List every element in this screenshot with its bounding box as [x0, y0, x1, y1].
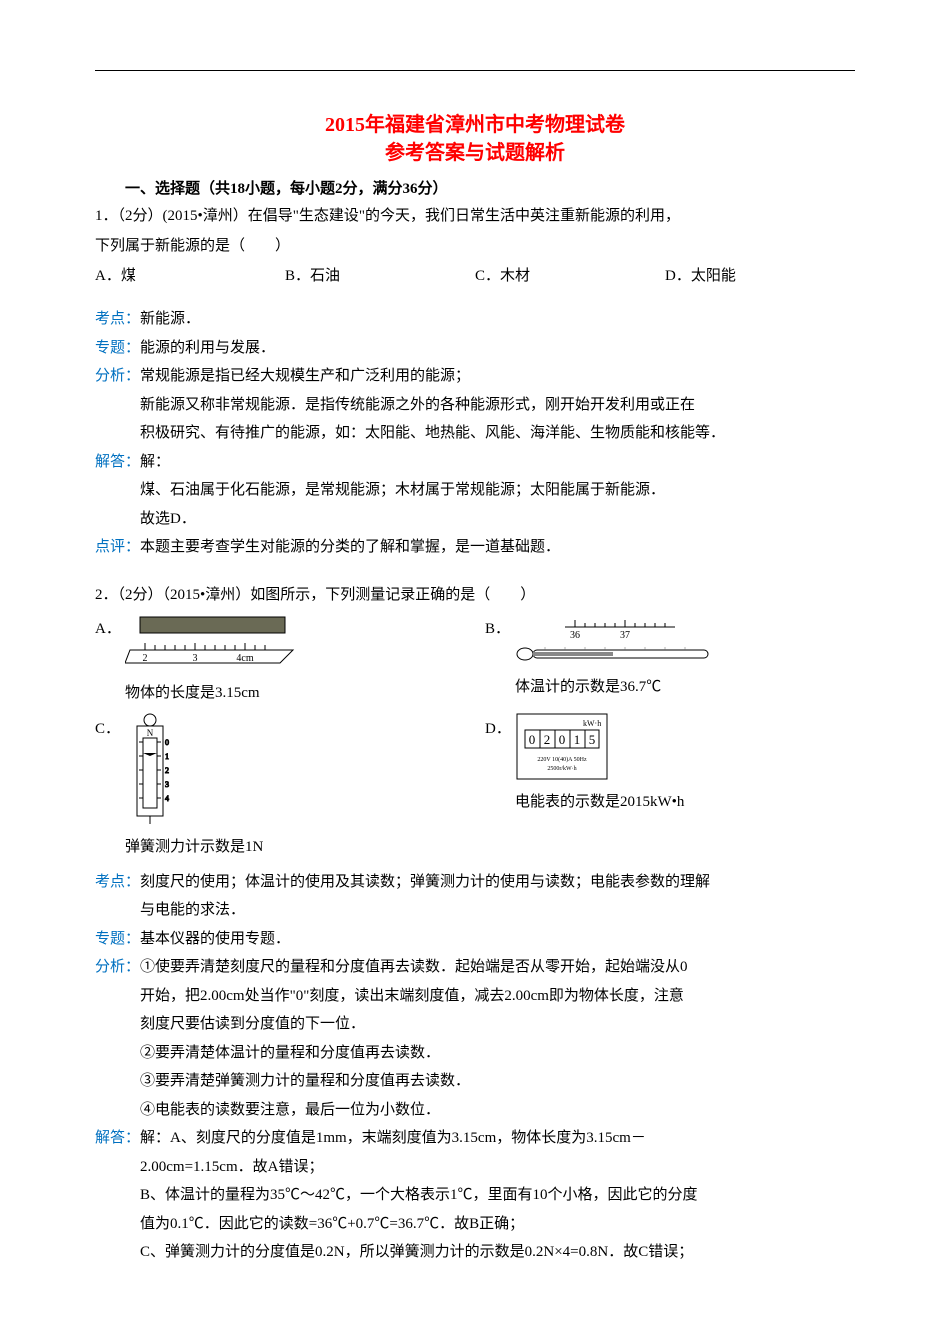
q1-fx2: 新能源又称非常规能源．是指传统能源之外的各种能源形式，刚开始开发利用或正在 — [140, 391, 855, 420]
q1-opt-b: B．石油 — [285, 263, 475, 290]
ruler-icon: 2 3 4cm — [125, 615, 295, 670]
label-jieda: 解答： — [95, 448, 140, 477]
q2-opt-b: B． 36 37 — [485, 612, 855, 702]
q2-opt-a: A． 2 3 4cm 物 — [95, 612, 465, 702]
q2-fx1: ①使要弄清楚刻度尺的量程和分度值再去读数．起始端是否从零开始，起始端没从0 — [140, 953, 855, 982]
q1-stem-1: 1．（2分）(2015•漳州）在倡导"生态建设"的今天，我们日常生活中英注重新能… — [95, 203, 855, 230]
label-kaodian: 考点： — [95, 305, 140, 334]
q1-opt-a: A．煤 — [95, 263, 285, 290]
q2-b-caption: 体温计的示数是36.7℃ — [515, 675, 855, 696]
q2-b-label: B． — [485, 612, 515, 638]
q2-opt-d: D． kW·h 0 2 0 1 5 220V 10(40)A 50Hz 25 — [485, 712, 855, 856]
svg-text:0: 0 — [165, 738, 169, 747]
label-jieda: 解答： — [95, 1124, 140, 1153]
spring-scale-figure: N 0 1 2 3 4 — [125, 712, 175, 832]
svg-text:4: 4 — [165, 794, 169, 803]
section-1-header: 一、选择题（共18小题，每小题2分，满分36分） — [95, 177, 855, 198]
q2-fx5: ③要弄清楚弹簧测力计的量程和分度值再去读数． — [140, 1067, 855, 1096]
q1-fx3: 积极研究、有待推广的能源，如：太阳能、地热能、风能、海洋能、生物质能和核能等． — [140, 419, 855, 448]
q2-analysis: 考点：刻度尺的使用；体温计的使用及其读数；弹簧测力计的使用与读数；电能表参数的理… — [95, 868, 855, 1267]
thermometer-icon: 36 37 — [515, 612, 715, 667]
q1-zhuanti: 能源的利用与发展． — [140, 334, 855, 363]
thermometer-figure: 36 37 — [515, 612, 715, 672]
svg-text:2500r/kW·h: 2500r/kW·h — [547, 766, 576, 772]
q2-d-caption: 电能表的示数是2015kW•h — [515, 790, 855, 811]
q1-options: A．煤 B．石油 C．木材 D．太阳能 — [95, 263, 855, 290]
q2-jd2: 2.00cm=1.15cm．故A错误； — [140, 1153, 855, 1182]
q2-zt: 基本仪器的使用专题． — [140, 925, 855, 954]
label-kaodian: 考点： — [95, 868, 140, 897]
title-line1: 2015年福建省漳州市中考物理试卷 — [95, 111, 855, 139]
svg-text:2: 2 — [143, 653, 148, 664]
q1-stem-2: 下列属于新能源的是（ ） — [95, 233, 855, 260]
q2-fx4: ②要弄清楚体温计的量程和分度值再去读数． — [140, 1039, 855, 1068]
svg-text:2: 2 — [544, 732, 551, 747]
svg-text:36: 36 — [570, 630, 580, 641]
q2-options-grid: A． 2 3 4cm 物 — [95, 612, 855, 856]
q1-analysis: 考点：新能源． 专题：能源的利用与发展． 分析：常规能源是指已经大规模生产和广泛… — [95, 305, 855, 562]
svg-text:3: 3 — [165, 780, 169, 789]
q1-jd3: 故选D． — [140, 505, 855, 534]
q2-c-caption: 弹簧测力计示数是1N — [125, 835, 465, 856]
meter-figure: kW·h 0 2 0 1 5 220V 10(40)A 50Hz 2500r/k… — [515, 712, 610, 787]
q2-fx6: ④电能表的读数要注意，最后一位为小数位． — [140, 1096, 855, 1125]
svg-text:3: 3 — [193, 653, 198, 664]
q2-a-label: A． — [95, 612, 125, 638]
q1-opt-c: C．木材 — [475, 263, 665, 290]
q2-kd2: 与电能的求法． — [140, 896, 855, 925]
q1-jd1: 解： — [140, 448, 855, 477]
ruler-figure: 2 3 4cm — [125, 612, 295, 678]
title-line2: 参考答案与试题解析 — [95, 139, 855, 167]
q2-jd5: C、弹簧测力计的分度值是0.2N，所以弹簧测力计的示数是0.2N×4=0.8N．… — [140, 1238, 855, 1267]
q2-stem: 2．（2分）（2015•漳州）如图所示，下列测量记录正确的是（ ） — [95, 582, 855, 609]
svg-text:37: 37 — [620, 630, 630, 641]
q2-fx3: 刻度尺要估读到分度值的下一位． — [140, 1010, 855, 1039]
svg-text:1: 1 — [574, 732, 581, 747]
svg-text:2: 2 — [165, 766, 169, 775]
q1-dp: 本题主要考查学生对能源的分类的了解和掌握，是一道基础题． — [140, 533, 855, 562]
q2-jd3: B、体温计的量程为35℃～42℃，一个大格表示1℃，里面有10个小格，因此它的分… — [140, 1181, 855, 1210]
q2-fx2: 开始，把2.00cm处当作"0"刻度，读出末端刻度值，减去2.00cm即为物体长… — [140, 982, 855, 1011]
q2-c-label: C． — [95, 712, 125, 738]
svg-text:kW·h: kW·h — [583, 719, 601, 728]
label-zhuanti: 专题： — [95, 925, 140, 954]
svg-text:4cm: 4cm — [236, 653, 253, 664]
svg-text:220V 10(40)A 50Hz: 220V 10(40)A 50Hz — [537, 756, 587, 763]
q2-jd1: 解：A、刻度尺的分度值是1mm，末端刻度值为3.15cm，物体长度为3.15cm… — [140, 1124, 855, 1153]
q2-opt-c: C． N 0 1 2 3 4 — [95, 712, 465, 856]
label-fenxi: 分析： — [95, 953, 140, 982]
svg-text:1: 1 — [165, 752, 169, 761]
q2-d-label: D． — [485, 712, 515, 738]
svg-text:5: 5 — [589, 732, 596, 747]
label-zhuanti: 专题： — [95, 334, 140, 363]
q1-kaodian: 新能源． — [140, 305, 855, 334]
q1-opt-d: D．太阳能 — [665, 263, 855, 290]
svg-text:N: N — [147, 728, 154, 738]
label-fenxi: 分析： — [95, 362, 140, 391]
meter-icon: kW·h 0 2 0 1 5 220V 10(40)A 50Hz 2500r/k… — [515, 712, 610, 782]
top-border — [95, 70, 855, 71]
q2-a-caption: 物体的长度是3.15cm — [125, 681, 465, 702]
q2-kd1: 刻度尺的使用；体温计的使用及其读数；弹簧测力计的使用与读数；电能表参数的理解 — [140, 868, 855, 897]
q1-fx1: 常规能源是指已经大规模生产和广泛利用的能源； — [140, 362, 855, 391]
svg-text:0: 0 — [529, 732, 536, 747]
q1-jd2: 煤、石油属于化石能源，是常规能源；木材属于常规能源；太阳能属于新能源． — [140, 476, 855, 505]
label-dianping: 点评： — [95, 533, 140, 562]
exam-title: 2015年福建省漳州市中考物理试卷 参考答案与试题解析 — [95, 111, 855, 167]
q2-jd4: 值为0.1℃．因此它的读数=36℃+0.7℃=36.7℃．故B正确； — [140, 1210, 855, 1239]
svg-text:0: 0 — [559, 732, 566, 747]
spring-scale-icon: N 0 1 2 3 4 — [125, 712, 175, 827]
